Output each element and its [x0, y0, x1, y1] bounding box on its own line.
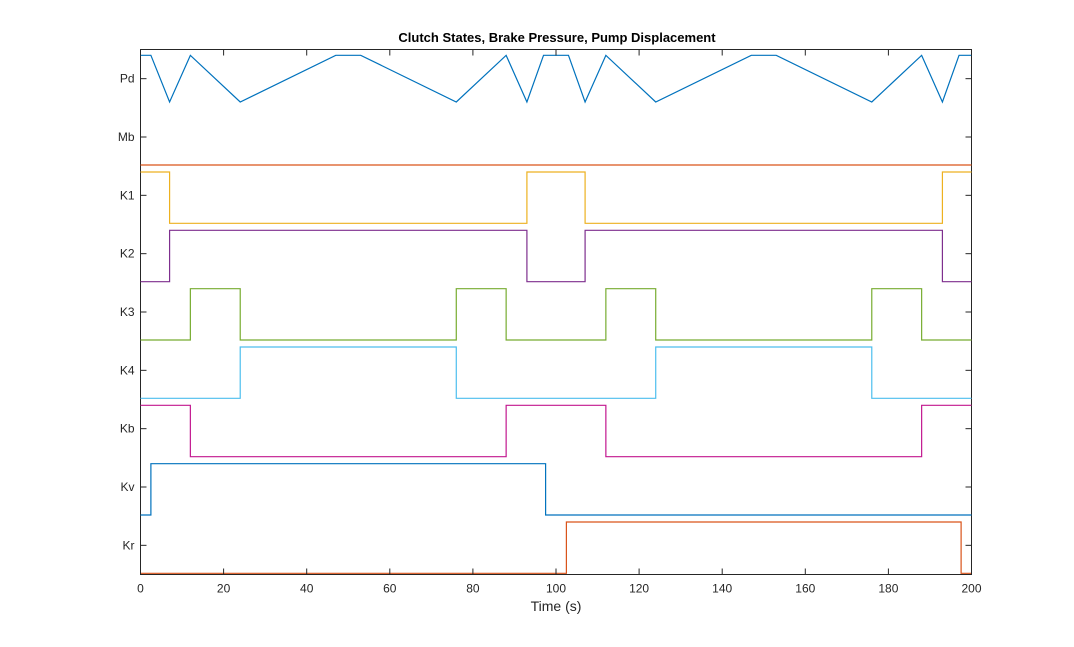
x-tick-label: 140: [712, 582, 732, 596]
series-line-k4: [140, 346, 972, 399]
series-line-kv: [140, 463, 972, 516]
y-tick-label-kb: Kb: [120, 422, 135, 436]
x-tick-label: 200: [961, 582, 981, 596]
axes-frame: [140, 49, 972, 575]
x-tick-label: 0: [137, 582, 144, 596]
plot-area: 0 20 40 60 80 100 120 140 160 180 200 Pd Mb K1 K2 K3 K4…: [118, 49, 982, 596]
series-line-kr: [140, 521, 972, 574]
x-tick-label: 100: [546, 582, 566, 596]
y-tick-label-kr: Kr: [123, 538, 135, 552]
series-layer: [140, 54, 972, 574]
y-tick-label-pd: Pd: [120, 72, 135, 86]
series-line-pd: [140, 54, 972, 104]
x-tick-label: 160: [795, 582, 815, 596]
series-line-kb: [140, 404, 972, 458]
x-tick-label: 80: [466, 582, 480, 596]
y-tick-label-k4: K4: [120, 363, 135, 377]
x-tick-label: 60: [383, 582, 397, 596]
x-axis-ticks: 0 20 40 60 80 100 120 140 160 180 200: [137, 49, 982, 596]
chart-title: Clutch States, Brake Pressure, Pump Disp…: [398, 30, 716, 45]
x-tick-label: 40: [300, 582, 314, 596]
x-tick-label: 20: [217, 582, 231, 596]
series-line-k1: [140, 171, 972, 224]
y-tick-label-k3: K3: [120, 305, 135, 319]
series-line-k3: [140, 288, 972, 341]
y-axis-ticks: Pd Mb K1 K2 K3 K4 Kb Kv Kr: [118, 72, 972, 552]
y-tick-label-kv: Kv: [120, 480, 134, 494]
y-tick-label-k2: K2: [120, 247, 135, 261]
x-axis-label: Time (s): [531, 598, 582, 614]
series-line-k2: [140, 229, 972, 283]
y-tick-label-mb: Mb: [118, 130, 135, 144]
x-tick-label: 120: [629, 582, 649, 596]
y-tick-label-k1: K1: [120, 188, 135, 202]
x-tick-label: 180: [878, 582, 898, 596]
